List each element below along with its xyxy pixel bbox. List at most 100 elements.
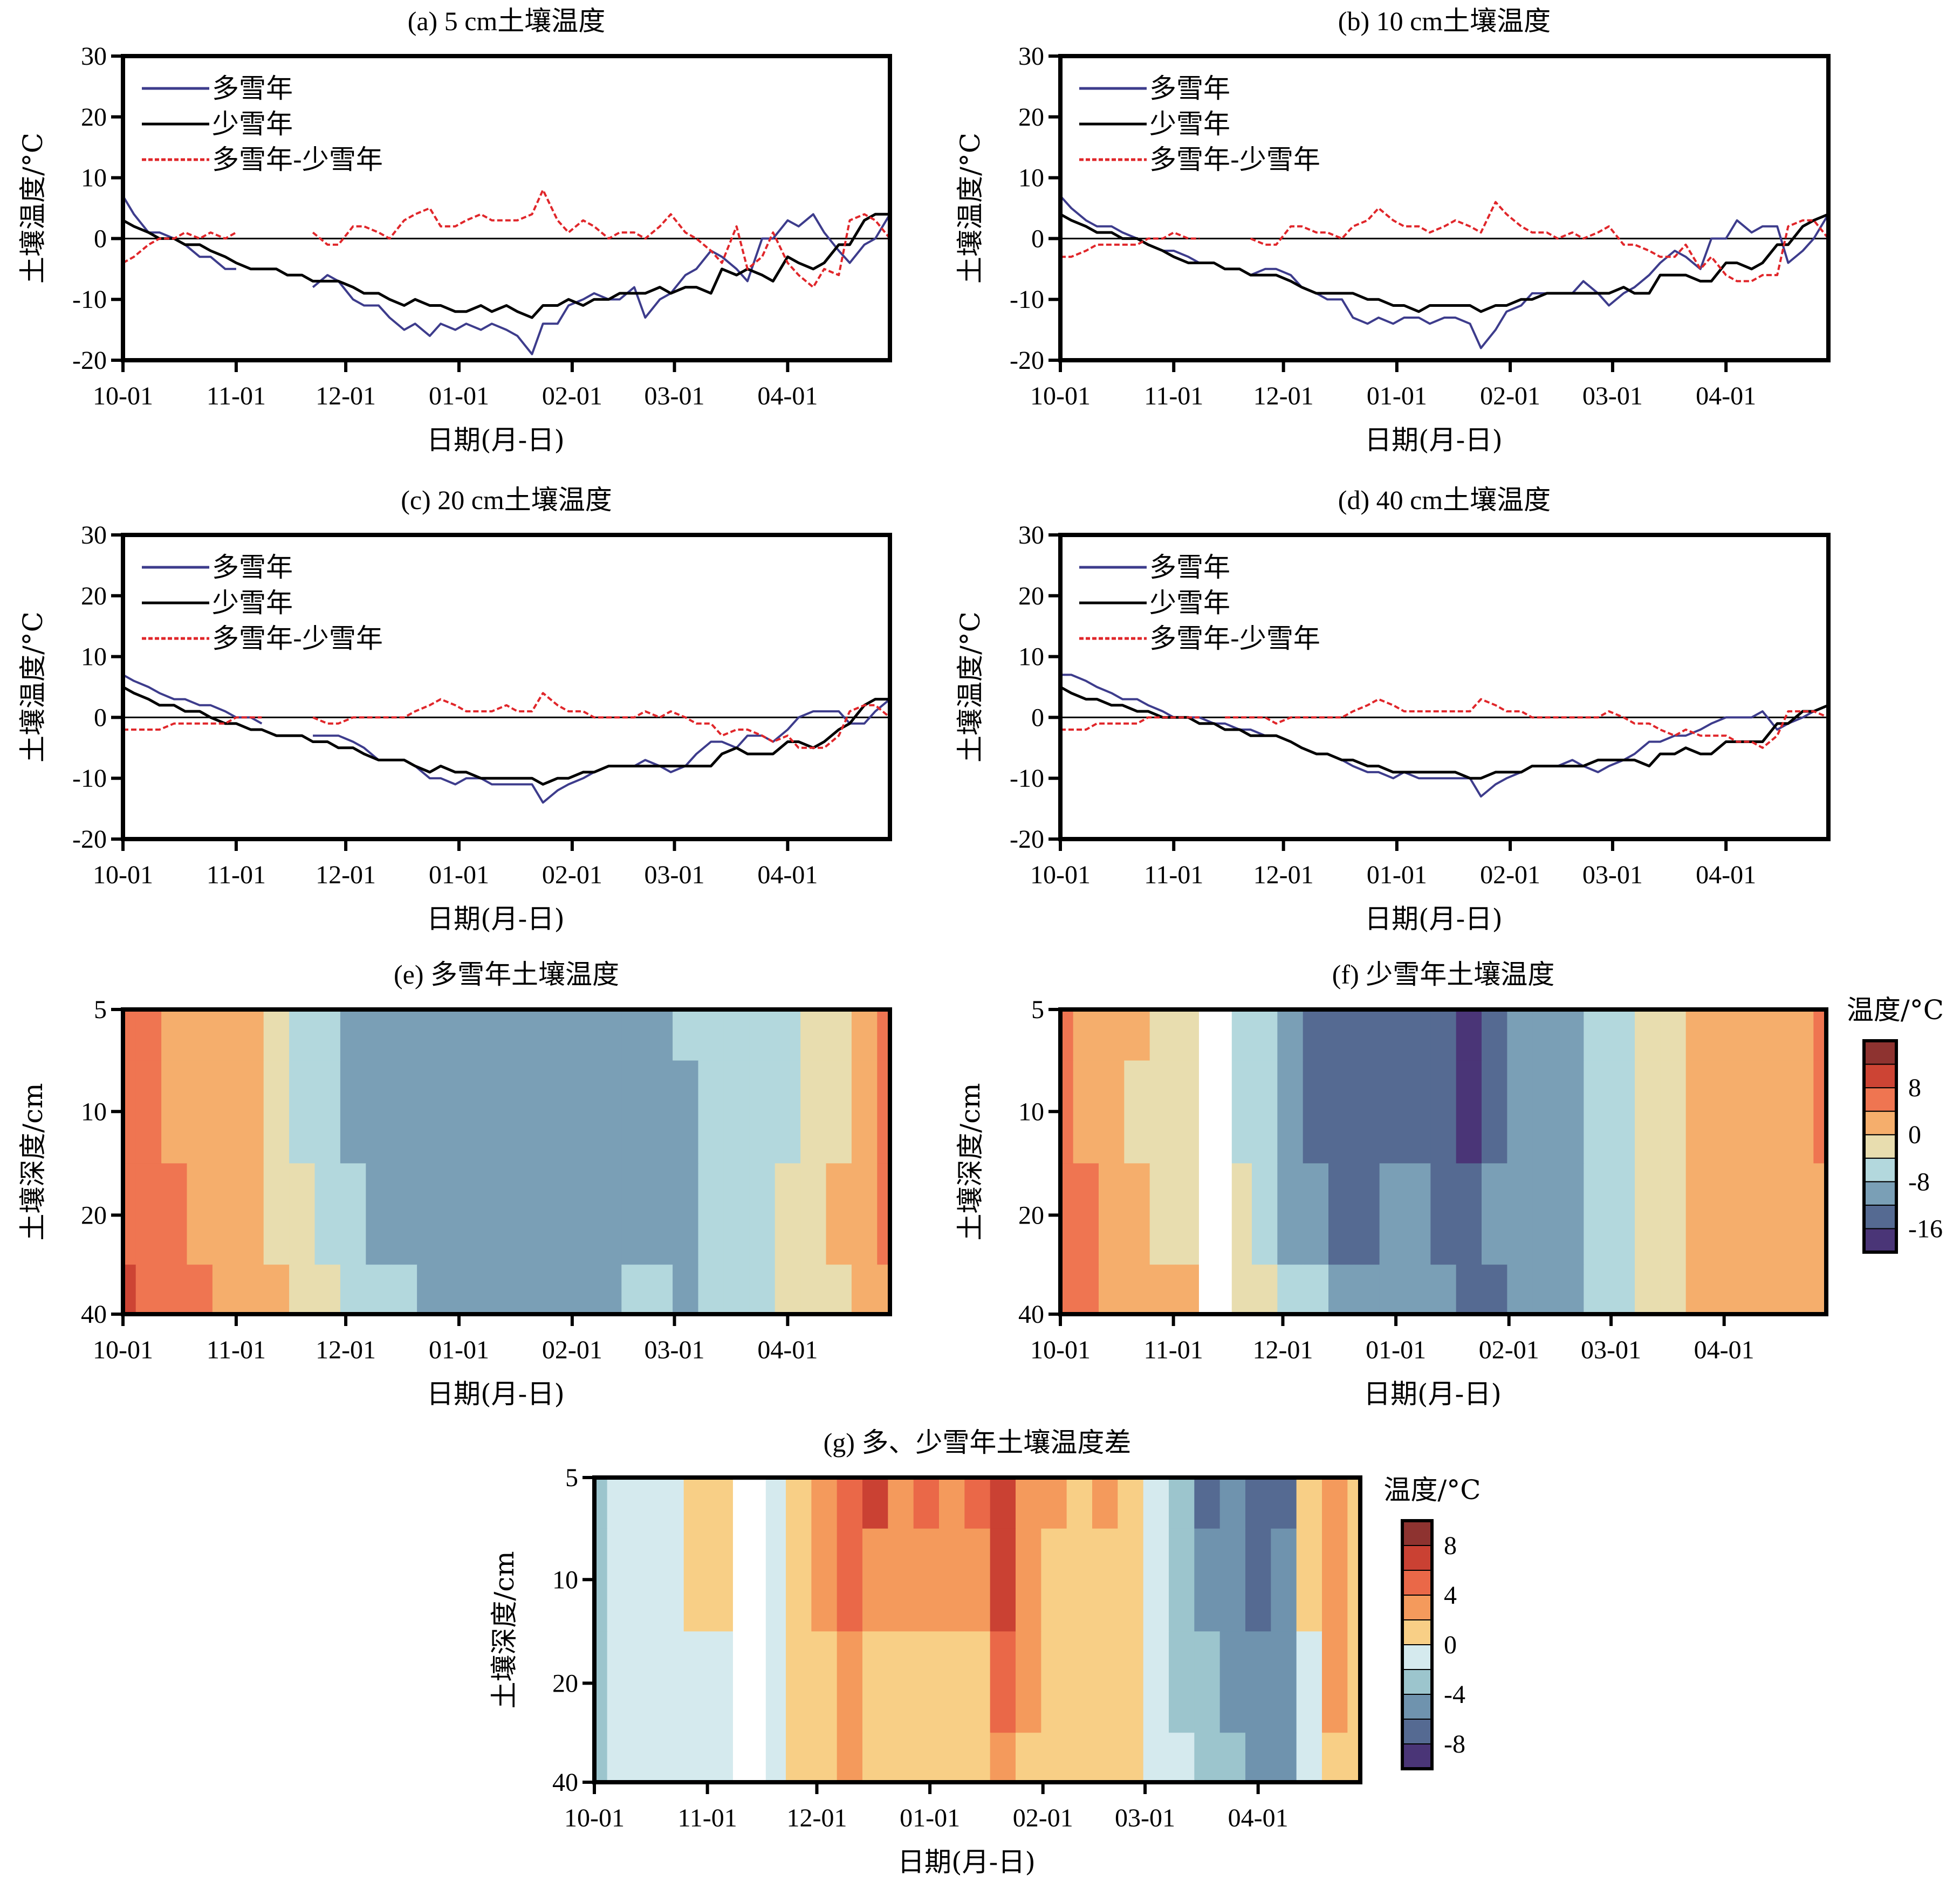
y-tick-label: -10	[1010, 764, 1044, 793]
heatmap-cell	[1143, 1733, 1169, 1783]
heatmap-cell	[1303, 1060, 1329, 1164]
heatmap-cell	[570, 1009, 597, 1061]
heatmap-cell	[1303, 1163, 1329, 1265]
colorbar-swatch	[1402, 1570, 1433, 1596]
heatmap-cell	[1194, 1528, 1221, 1632]
heatmap-cell	[673, 1009, 699, 1061]
x-tick-label: 04-01	[757, 382, 818, 410]
colorbar-swatch	[1863, 1110, 1897, 1136]
heatmap-cell	[698, 1009, 724, 1061]
y-tick-label: 40	[552, 1768, 578, 1797]
heatmap-cell	[1737, 1009, 1763, 1061]
heatmap-cell	[775, 1060, 801, 1164]
x-tick-label: 02-01	[1480, 861, 1540, 889]
heatmap-cell	[826, 1060, 852, 1164]
plot-frame	[121, 54, 892, 362]
heatmap-cell	[442, 1060, 469, 1164]
missing-data-gap	[1198, 1009, 1232, 1314]
heatmap-cell	[1354, 1009, 1380, 1061]
heatmap-cell	[1379, 1163, 1406, 1265]
heatmap-cell	[837, 1478, 863, 1529]
heatmap-cell	[1430, 1265, 1457, 1315]
heatmap-cell	[1066, 1478, 1093, 1529]
x-axis-label: 日期(月-日)	[1365, 903, 1503, 935]
heatmap-cell	[1175, 1009, 1201, 1061]
heatmap-cell	[1296, 1528, 1322, 1632]
heatmap-cell	[1124, 1009, 1150, 1061]
colorbar-frame	[1862, 1039, 1898, 1254]
heatmap-cell	[1271, 1478, 1297, 1529]
heatmap-cell	[1016, 1733, 1041, 1783]
x-tick-label: 02-01	[1480, 382, 1540, 410]
y-tick-label: 0	[1031, 224, 1044, 253]
heatmap-cell	[545, 1060, 571, 1164]
heatmap-cell	[673, 1163, 699, 1265]
colorbar-tick-label: 0	[1444, 1631, 1457, 1659]
x-tick-label: 02-01	[542, 1336, 602, 1364]
x-tick-label: 03-01	[644, 1336, 704, 1364]
heatmap-cell	[786, 1528, 812, 1632]
heatmap-cell	[1532, 1009, 1559, 1061]
heatmap-cell	[1685, 1265, 1712, 1315]
heatmap-cell	[1245, 1478, 1271, 1529]
heatmap-cell	[594, 1631, 608, 1733]
heatmap-cell	[519, 1060, 545, 1164]
heatmap-cell	[263, 1009, 290, 1061]
legend-label: 多雪年	[212, 73, 293, 104]
heatmap-cell	[607, 1733, 633, 1783]
legend-label: 多雪年	[212, 552, 293, 583]
y-tick-label: 5	[1031, 995, 1044, 1024]
x-tick-label: 02-01	[542, 382, 602, 410]
colorbar-title: 温度/°C	[1847, 994, 1944, 1026]
x-axis-label: 日期(月-日)	[427, 1378, 565, 1410]
series-line-less-snow	[1059, 212, 1829, 313]
heatmap-cell	[1558, 1060, 1584, 1164]
y-axis-label: 土壤温度/°C	[955, 612, 986, 762]
heatmap-cell	[595, 1009, 622, 1061]
y-tick-label: 0	[94, 224, 107, 253]
heatmap-cell	[263, 1163, 290, 1265]
heatmap-cell	[1456, 1009, 1482, 1061]
heatmap-cell	[187, 1163, 213, 1265]
x-tick-label: 03-01	[644, 382, 704, 410]
heatmap-cell	[391, 1060, 417, 1164]
x-tick-label: 11-01	[1144, 1336, 1203, 1364]
heatmap-cell	[1124, 1265, 1150, 1315]
legend-label: 多雪年-少雪年	[212, 144, 383, 175]
heatmap-cell	[1219, 1631, 1246, 1733]
plot-frame	[592, 1475, 1362, 1784]
heatmap-cell	[1252, 1060, 1278, 1164]
colorbar-swatch	[1402, 1719, 1433, 1744]
x-tick-label: 01-01	[900, 1804, 960, 1832]
heatmap-cell	[1016, 1528, 1041, 1632]
heatmap-cell	[811, 1528, 838, 1632]
x-tick-label: 11-01	[678, 1804, 737, 1832]
heatmap-cell	[238, 1060, 264, 1164]
panel-g: (g) 多、少雪年土壤温度差 5 10 20 40 10-01 11-01 12-01 01-0…	[489, 1427, 1362, 1878]
panel-title: (g) 多、少雪年土壤温度差	[824, 1427, 1132, 1458]
y-tick-label: 30	[1018, 42, 1044, 71]
heatmap-cell	[1762, 1009, 1788, 1061]
heatmap-cell	[1016, 1631, 1041, 1733]
heatmap-cell	[1737, 1163, 1763, 1265]
heatmap-cell	[391, 1163, 417, 1265]
panel-title: (a) 5 cm土壤温度	[408, 6, 606, 36]
heatmap-cell	[1219, 1478, 1246, 1529]
heatmap-cell	[1296, 1478, 1322, 1529]
y-axis-label: 土壤温度/°C	[17, 612, 49, 762]
colorbar-tick-label: 0	[1908, 1121, 1921, 1149]
x-tick-label: 04-01	[1228, 1804, 1289, 1832]
heatmap-cell	[1118, 1528, 1144, 1632]
colorbar-tick-label: 8	[1908, 1074, 1921, 1102]
heatmap-cell	[468, 1009, 494, 1061]
heatmap-cell	[123, 1163, 136, 1265]
heatmap-cell	[187, 1265, 213, 1315]
heatmap-cell	[442, 1265, 469, 1315]
heatmap-cell	[1507, 1265, 1533, 1315]
heatmap-cell	[1482, 1009, 1507, 1061]
heatmap-cell	[289, 1163, 316, 1265]
heatmap-cell	[673, 1060, 699, 1164]
heatmap-cell	[1169, 1631, 1195, 1733]
heatmap-cell	[862, 1733, 888, 1783]
y-tick-label: 10	[81, 164, 107, 193]
